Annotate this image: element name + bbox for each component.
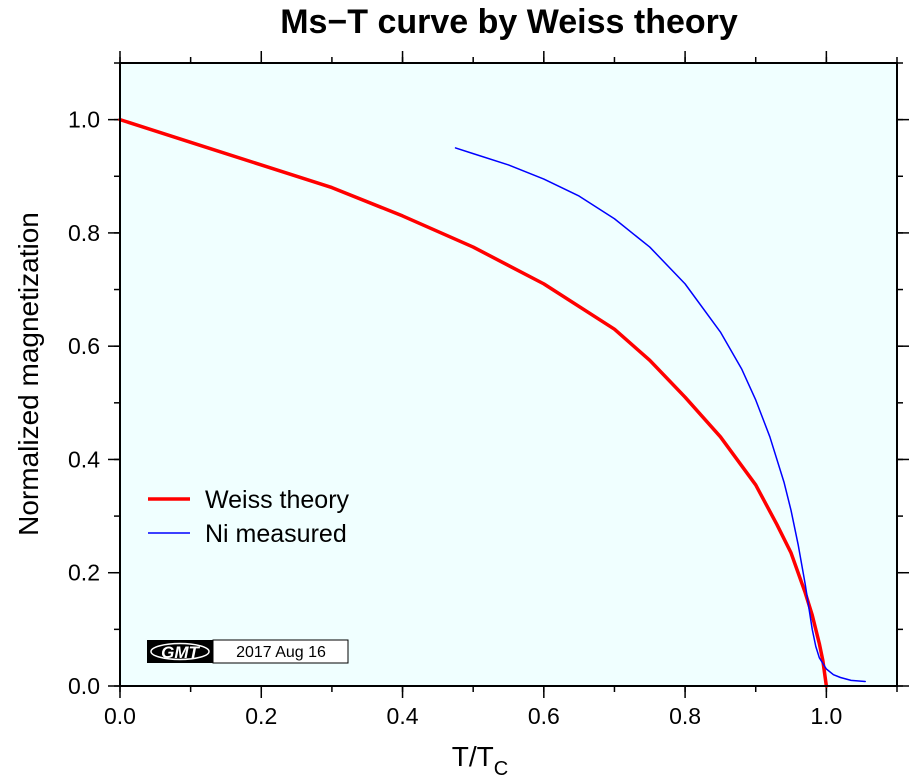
legend-label-weiss-theory: Weiss theory <box>205 486 350 514</box>
series-line-ni-measured <box>454 147 866 683</box>
gmt-logo-box <box>147 640 213 663</box>
x-tick-label: 0.2 <box>245 703 277 729</box>
series-layer <box>118 117 866 688</box>
y-axis-label: Normalized magnetization <box>13 212 44 536</box>
x-axis-label: T/TC <box>452 741 508 780</box>
y-tick-label: 0.0 <box>68 673 100 699</box>
y-tick-label: 0.4 <box>68 446 100 472</box>
y-tick-label: 0.8 <box>68 220 100 246</box>
x-tick-label: 0.4 <box>387 703 419 729</box>
plot-frame <box>119 62 898 687</box>
plot-background <box>120 63 897 686</box>
x-tick-label: 0.0 <box>104 703 136 729</box>
timestamp-stamp: GMT 2017 Aug 16 <box>147 639 349 664</box>
chart-title: Ms−T curve by Weiss theory <box>280 3 738 41</box>
series-line-weiss-theory <box>118 117 829 688</box>
legend-label-ni-measured: Ni measured <box>205 520 347 548</box>
x-axis-tick-labels: 0.0 0.2 0.4 0.6 0.8 1.0 <box>104 703 842 729</box>
y-tick-label: 0.2 <box>68 560 100 586</box>
y-tick-label: 1.0 <box>68 107 100 133</box>
x-axis-label-subscript: C <box>494 758 508 780</box>
y-axis-tick-labels: 0.0 0.2 0.4 0.6 0.8 1.0 <box>68 107 100 699</box>
x-tick-label: 0.6 <box>528 703 560 729</box>
y-tick-label: 0.6 <box>68 333 100 359</box>
x-axis-label-main: T/T <box>452 741 494 772</box>
legend: Weiss theory Ni measured <box>148 486 350 548</box>
timestamp-box <box>212 639 349 664</box>
x-tick-label: 0.8 <box>669 703 701 729</box>
gmt-logo-globe <box>150 642 210 661</box>
gmt-logo-text: GMT <box>161 643 200 662</box>
x-tick-label: 1.0 <box>810 703 842 729</box>
timestamp-date: 2017 Aug 16 <box>236 644 326 661</box>
